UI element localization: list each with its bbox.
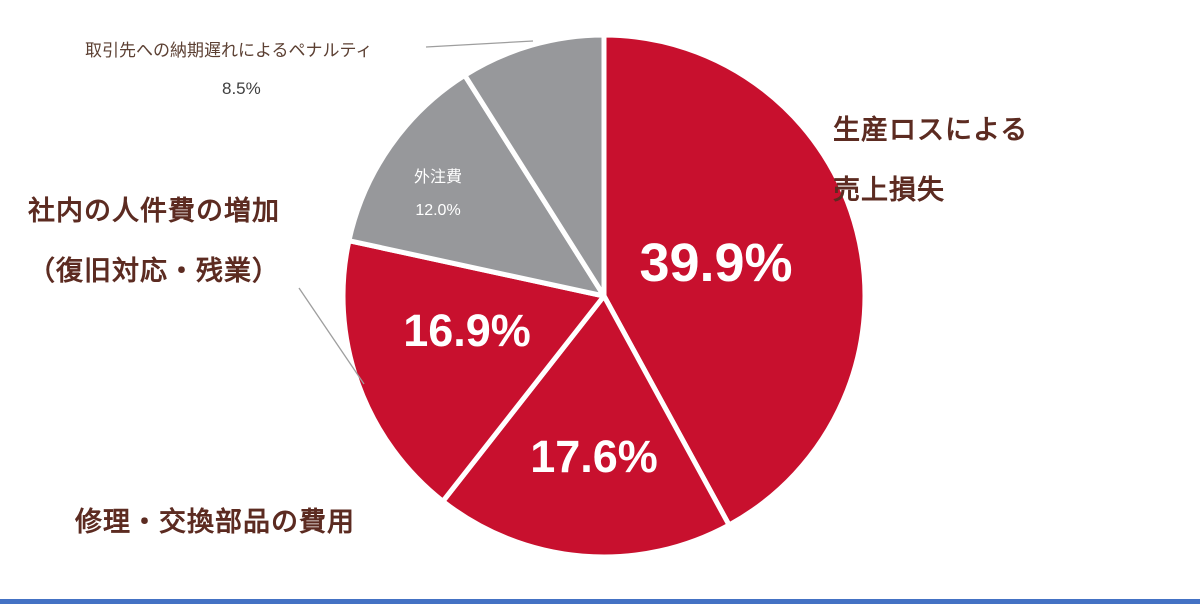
label-production-loss-line2: 売上損失: [833, 175, 945, 205]
slice-name-outsourcing: 外注費: [413, 169, 463, 186]
label-repair-parts: 修理・交換部品の費用: [75, 507, 355, 537]
pie-slice-4: [462, 32, 607, 299]
pie-slice-1: [440, 293, 732, 560]
leader-line-labor-cost: [298, 287, 365, 385]
leader-line-penalty: [425, 40, 534, 48]
pie-slice-0: [601, 32, 868, 528]
slice-percent-labor-cost: 16.9%: [403, 305, 531, 356]
label-labor-cost: 社内の人件費の増加 （復旧対応・残業）: [28, 181, 280, 301]
label-production-loss: 生産ロスによる 売上損失: [833, 100, 1028, 220]
pie-slice-3: [346, 72, 607, 299]
label-production-loss-line1: 生産ロスによる: [833, 115, 1029, 145]
label-penalty: 取引先への納期遅れによるペナルティ: [85, 41, 373, 60]
footer-accent-bar: [0, 599, 1200, 604]
slice-percent-production-loss: 39.9%: [639, 233, 793, 293]
label-penalty-percent: 8.5%: [222, 79, 261, 98]
slice-percent-repair-parts: 17.6%: [530, 431, 658, 482]
slice-percent-outsourcing: 12.0%: [415, 202, 461, 219]
label-labor-cost-line2: （復旧対応・残業）: [28, 256, 280, 286]
label-labor-cost-line1: 社内の人件費の増加: [28, 196, 280, 226]
pie-slices: [340, 32, 868, 560]
pie-slice-2: [340, 238, 607, 504]
